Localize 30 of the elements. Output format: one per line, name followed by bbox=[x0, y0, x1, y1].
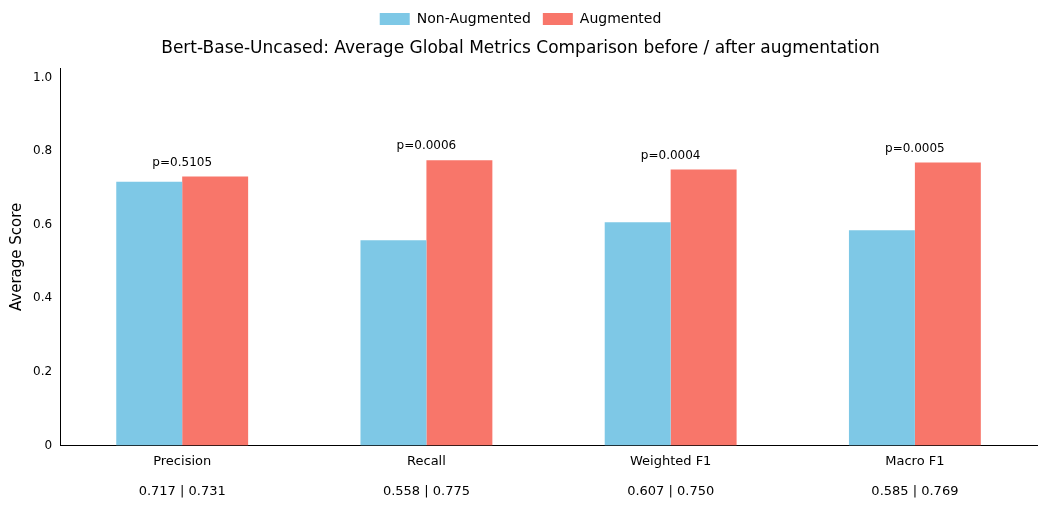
legend-label: Non-Augmented bbox=[416, 9, 531, 26]
x-tick-label: Precision bbox=[153, 452, 212, 468]
x-tick-label: Weighted F1 bbox=[629, 452, 712, 468]
y-tick-label: 1.0 bbox=[32, 69, 53, 84]
text: 0.717 | 0.731 bbox=[138, 482, 226, 498]
bar bbox=[914, 162, 981, 446]
y-tick-label: 0.4 bbox=[32, 290, 53, 305]
x-tick-label: Macro F1 bbox=[885, 452, 945, 468]
bar bbox=[848, 230, 915, 446]
x-tick-label: Recall bbox=[407, 452, 446, 468]
bar bbox=[426, 160, 493, 446]
y-tick-label: 0.2 bbox=[32, 363, 53, 378]
annotation: p=0.0004 bbox=[640, 147, 701, 162]
y-axis-title: Average Score bbox=[6, 202, 25, 312]
text: 0.558 | 0.775 bbox=[382, 482, 470, 498]
y-tick-label: 0 bbox=[44, 437, 53, 452]
bar bbox=[182, 176, 249, 446]
annotation: p=0.0005 bbox=[885, 140, 945, 155]
text: 0.585 | 0.769 bbox=[871, 482, 959, 498]
chart-title: Bert-Base-Uncased: Average Global Metrics Comparison before / after augmentation bbox=[161, 36, 880, 57]
legend-label: Augmented bbox=[579, 9, 662, 26]
bar bbox=[670, 169, 737, 446]
bar bbox=[604, 222, 671, 446]
annotation: p=0.0006 bbox=[396, 138, 457, 153]
y-tick-label: 0.8 bbox=[32, 143, 53, 158]
annotation: p=0.5105 bbox=[152, 154, 213, 169]
y-tick-label: 0.6 bbox=[32, 216, 53, 231]
bar bbox=[360, 240, 427, 446]
text: 0.607 | 0.750 bbox=[627, 482, 715, 498]
bar bbox=[116, 181, 183, 446]
